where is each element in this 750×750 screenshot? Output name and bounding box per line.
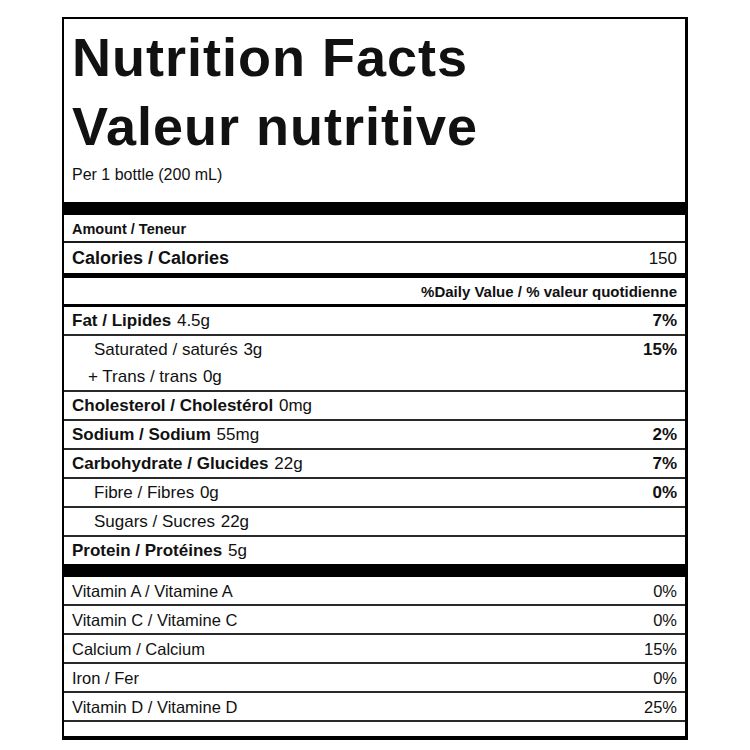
nutrient-row-sugars: Sugars / Sucres 22g (64, 508, 685, 537)
micronutrient-dv: 25% (644, 698, 677, 716)
nutrient-name: Cholesterol / Cholestérol (72, 396, 273, 415)
nutrient-name: + Trans / trans (88, 367, 197, 386)
nutrient-row-sodium: Sodium / Sodium 55mg 2% (64, 421, 685, 450)
separator-bar-bottom (64, 564, 685, 577)
separator-bar-top (64, 202, 685, 215)
title-french: Valeur nutritive (72, 92, 677, 161)
micronutrient-section: Vitamin A / Vitamine A 0% Vitamin C / Vi… (64, 577, 685, 722)
micronutrient-dv: 0% (653, 611, 677, 629)
serving-size: Per 1 bottle (200 mL) (64, 161, 685, 185)
micronutrient-name: Vitamin A / Vitamine A (72, 582, 233, 600)
nutrient-row-fibre: Fibre / Fibres 0g 0% (64, 479, 685, 508)
nutrient-row-trans: + Trans / trans 0g (64, 363, 685, 392)
nutrient-name: Fat / Lipides (72, 311, 171, 330)
nutrient-name: Fibre / Fibres (94, 483, 194, 502)
macronutrient-section: Fat / Lipides 4.5g 7% Saturated / saturé… (64, 307, 685, 564)
micronutrient-row-vitamin-d: Vitamin D / Vitamine D 25% (64, 693, 685, 722)
amount-header: Amount / Teneur (64, 215, 685, 243)
micronutrient-row-vitamin-c: Vitamin C / Vitamine C 0% (64, 606, 685, 635)
nutrient-amount: 5g (228, 541, 247, 560)
nutrient-name: Saturated / saturés (94, 340, 238, 359)
nutrient-dv: 15% (643, 341, 677, 359)
nutrient-amount: 22g (274, 454, 302, 473)
title-english: Nutrition Facts (72, 23, 677, 92)
nutrient-name: Carbohydrate / Glucides (72, 454, 269, 473)
micronutrient-name: Vitamin C / Vitamine C (72, 611, 237, 629)
micronutrient-dv: 15% (644, 640, 677, 658)
micronutrient-name: Vitamin D / Vitamine D (72, 698, 237, 716)
micronutrient-name: Iron / Fer (72, 669, 139, 687)
micronutrient-name: Calcium / Calcium (72, 640, 205, 658)
nutrient-amount: 0g (200, 483, 219, 502)
label-titles: Nutrition Facts Valeur nutritive (64, 19, 685, 161)
nutrient-amount: 0g (203, 367, 222, 386)
micronutrient-dv: 0% (653, 582, 677, 600)
nutrient-dv: 0% (652, 484, 677, 502)
nutrient-row-protein: Protein / Protéines 5g (64, 537, 685, 564)
micronutrient-row-iron: Iron / Fer 0% (64, 664, 685, 693)
calories-value: 150 (649, 249, 677, 269)
nutrient-row-saturated: Saturated / saturés 3g 15% (64, 336, 685, 363)
daily-value-header: %Daily Value / % valeur quotidienne (64, 278, 685, 307)
nutrient-name: Sugars / Sucres (94, 512, 215, 531)
nutrient-row-carbohydrate: Carbohydrate / Glucides 22g 7% (64, 450, 685, 479)
micronutrient-dv: 0% (653, 669, 677, 687)
nutrient-dv: 7% (652, 455, 677, 473)
nutrition-facts-label: Nutrition Facts Valeur nutritive Per 1 b… (62, 17, 688, 740)
nutrient-row-fat: Fat / Lipides 4.5g 7% (64, 307, 685, 336)
nutrient-dv: 7% (652, 312, 677, 330)
nutrient-name: Protein / Protéines (72, 541, 222, 560)
nutrient-amount: 0mg (279, 396, 312, 415)
nutrient-row-cholesterol: Cholesterol / Cholestérol 0mg (64, 392, 685, 421)
micronutrient-row-vitamin-a: Vitamin A / Vitamine A 0% (64, 577, 685, 606)
nutrient-amount: 55mg (217, 425, 260, 444)
nutrient-name: Sodium / Sodium (72, 425, 211, 444)
nutrient-dv: 2% (652, 426, 677, 444)
calories-label: Calories / Calories (72, 248, 229, 269)
calories-row: Calories / Calories 150 (64, 243, 685, 278)
nutrient-amount: 22g (221, 512, 249, 531)
micronutrient-row-calcium: Calcium / Calcium 15% (64, 635, 685, 664)
nutrient-amount: 4.5g (177, 311, 210, 330)
nutrient-amount: 3g (243, 340, 262, 359)
